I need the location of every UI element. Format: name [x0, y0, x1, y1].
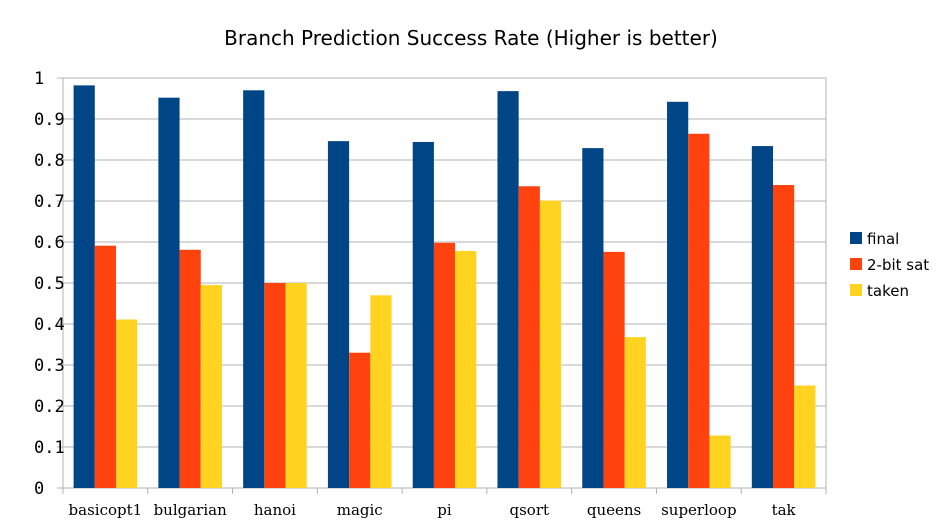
y-tick-label: 0.2 — [34, 397, 65, 417]
y-tick-label: 0.6 — [34, 233, 65, 253]
y-tick-label: 0.9 — [34, 110, 65, 130]
y-tick-label: 0.1 — [34, 438, 65, 458]
x-tick-label: basicopt1 — [69, 501, 143, 519]
bar-2-bit-sat — [94, 245, 116, 488]
x-axis-ticks: basicopt1 bulgarian hanoi magic pi qsort queen… — [62, 488, 827, 519]
bar-taken — [709, 435, 731, 488]
x-tick-label: superloop — [661, 501, 736, 519]
y-tick-label: 1 — [34, 69, 44, 89]
y-tick-label: 0.3 — [34, 356, 65, 376]
legend-swatch — [850, 258, 862, 270]
x-tick-label: pi — [437, 501, 452, 519]
legend-swatch — [850, 232, 862, 244]
bar-taken — [539, 200, 562, 488]
bar-final — [497, 91, 519, 489]
bar-final — [73, 85, 95, 488]
bar-taken — [285, 283, 307, 488]
bar-2-bit-sat — [349, 352, 371, 488]
x-tick-label: magic — [337, 501, 383, 519]
bar-2-bit-sat — [603, 251, 625, 488]
bar-final — [667, 101, 689, 488]
y-tick-label: 0 — [34, 479, 44, 499]
bar-2-bit-sat — [179, 249, 201, 488]
legend-label: final — [867, 230, 899, 248]
y-tick-label: 0.4 — [34, 315, 65, 335]
bar-final — [751, 146, 774, 488]
x-tick-label: bulgarian — [154, 501, 228, 519]
y-axis-ticks: 0 0.1 0.2 0.3 0.4 0.5 0.6 0.7 0.8 0.9 1 — [34, 69, 65, 499]
bar-2-bit-sat — [518, 186, 540, 489]
bar-2-bit-sat — [773, 185, 795, 488]
x-tick-label: queens — [587, 501, 641, 519]
bar-taken — [794, 385, 816, 488]
bar-taken — [455, 251, 477, 488]
bar-final — [412, 141, 434, 488]
bar-2-bit-sat — [433, 242, 456, 488]
y-tick-label: 0.5 — [34, 274, 65, 294]
bar-taken — [370, 295, 392, 488]
legend-label: 2-bit sat — [867, 256, 929, 274]
x-tick-label: tak — [772, 501, 797, 519]
legend: final 2-bit sat taken — [850, 230, 929, 300]
bar-final — [158, 97, 180, 489]
legend-label: taken — [867, 282, 909, 300]
y-tick-label: 0.8 — [34, 151, 65, 171]
bar-taken — [200, 285, 222, 488]
chart-title: Branch Prediction Success Rate (Higher i… — [224, 26, 718, 50]
y-tick-label: 0.7 — [34, 192, 65, 212]
bar-2-bit-sat — [688, 133, 710, 488]
bar-taken — [115, 319, 138, 488]
bar-final — [327, 141, 350, 488]
x-tick-label: qsort — [510, 501, 550, 519]
bar-final — [582, 148, 604, 489]
x-tick-label: hanoi — [254, 501, 296, 519]
bar-taken — [624, 337, 646, 488]
legend-swatch — [850, 284, 862, 296]
bar-final — [243, 90, 265, 489]
bars — [73, 85, 816, 489]
bar-2-bit-sat — [264, 283, 286, 488]
